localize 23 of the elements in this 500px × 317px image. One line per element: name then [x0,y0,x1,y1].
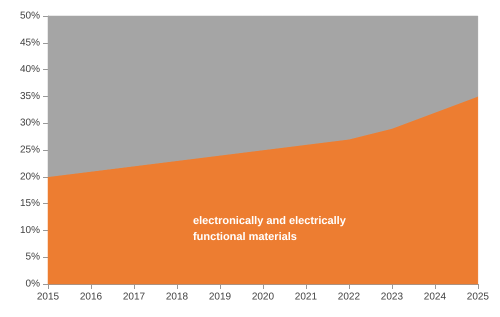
y-tick-label: 30% [20,118,40,129]
x-tick-label: 2017 [122,292,146,302]
y-tick-label: 45% [20,37,40,48]
x-tick-label: 2025 [466,292,490,302]
y-tick-label: 10% [20,224,40,236]
y-tick-label: 25% [20,144,40,156]
x-tick-label: 2018 [166,292,189,302]
x-tick-label: 2023 [380,292,404,302]
x-tick-label: 2019 [208,292,232,302]
x-tick-label: 2021 [294,292,318,302]
x-tick-label: 2024 [424,292,446,302]
y-tick-label: 40% [20,64,40,76]
x-tick-label: 2015 [36,292,60,302]
y-tick-label: 20% [20,171,40,182]
series-label: electronically and electrically functional materials [193,215,349,243]
x-tick-label: 2020 [252,292,274,302]
x-tick-label: 2022 [338,292,360,302]
y-tick-label: 35% [20,90,40,102]
y-tick-label: 15% [20,198,40,210]
x-tick-label: 2016 [80,292,103,302]
y-tick-label: 5% [26,252,40,263]
y-tick-label: 50% [20,10,40,22]
y-tick-label: 0% [26,278,40,290]
